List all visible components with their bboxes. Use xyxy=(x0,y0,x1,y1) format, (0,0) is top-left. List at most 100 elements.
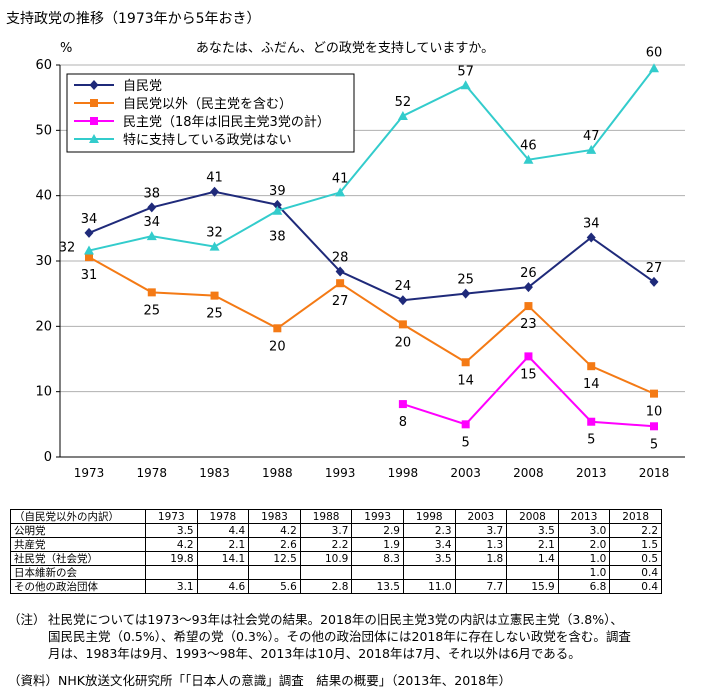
diamond-marker xyxy=(586,232,596,243)
table-cell xyxy=(248,565,301,580)
line-chart: 0 10 20 30 40 50 60 1973 1978 1983 1988 1993 1998 200… xyxy=(35,41,685,480)
table-cell: 2.1 xyxy=(506,537,559,552)
legend-box xyxy=(66,73,355,153)
table-cell: 0.4 xyxy=(609,579,662,594)
table-header-label: （自民党以外の内訳） xyxy=(10,509,146,524)
table-cell: 14.1 xyxy=(196,551,250,566)
square-marker xyxy=(650,422,658,431)
triangle-marker xyxy=(397,110,408,120)
data-label: 31 xyxy=(81,268,98,283)
x-tick-label: 2013 xyxy=(576,466,607,480)
triangle-marker xyxy=(460,80,471,90)
square-marker xyxy=(587,362,596,371)
table-cell: 4.2 xyxy=(145,537,198,552)
table-cell: 1.0 xyxy=(557,551,611,566)
table-cell: 6.8 xyxy=(557,579,611,594)
chart-subtitle: あなたは、ふだん、どの政党を支持していますか。 xyxy=(196,41,494,56)
note-tag: （注） xyxy=(8,612,46,627)
y-tick-label: 40 xyxy=(35,189,52,204)
table-cell: 3.5 xyxy=(506,523,559,538)
data-label: 20 xyxy=(395,335,412,350)
data-label: 34 xyxy=(583,216,600,231)
table-header-year: 1973 xyxy=(145,509,198,524)
data-label: 10 xyxy=(646,405,663,420)
table-cell: 7.7 xyxy=(454,579,508,594)
x-tick-label: 1978 xyxy=(137,466,168,480)
table-cell: 1.0 xyxy=(557,565,611,580)
data-labels: 34 38 41 39 28 24 25 26 34 27 31 25 25 20 27 20 14 23 14 10… xyxy=(59,45,663,452)
square-marker xyxy=(210,291,219,300)
square-marker xyxy=(90,99,98,107)
diamond-marker xyxy=(147,202,157,213)
x-tick-label: 2018 xyxy=(639,466,670,480)
data-label: 60 xyxy=(646,45,663,60)
series-line xyxy=(88,67,655,252)
data-label: 34 xyxy=(144,215,161,230)
table-cell: 12.5 xyxy=(248,551,301,566)
table-cell: 19.8 xyxy=(145,551,198,566)
table-cell: 4.2 xyxy=(248,523,301,538)
table-cell: 4.4 xyxy=(196,523,250,538)
breakdown-table: （自民党以外の内訳） 1973 1978 1983 1988 1993 1998 2003 20… xyxy=(10,509,662,594)
table-cell: 8.3 xyxy=(351,551,404,566)
table-cell: 10.9 xyxy=(299,551,353,566)
table-cell: 3.5 xyxy=(145,523,198,538)
table-cell: 3.7 xyxy=(299,523,353,538)
table-cell: 3.0 xyxy=(557,523,611,538)
diamond-marker xyxy=(335,266,345,277)
party-name: 日本維新の会 xyxy=(10,565,146,580)
legend-entry: 特に支持している政党はない xyxy=(123,133,292,148)
x-tick-label: 2003 xyxy=(450,466,481,480)
data-label: 5 xyxy=(462,435,470,450)
table-cell: 13.5 xyxy=(351,579,404,594)
data-label: 25 xyxy=(457,273,474,288)
table-cell: 3.1 xyxy=(145,579,198,594)
triangle-marker xyxy=(335,187,346,197)
square-marker xyxy=(336,279,345,288)
table-row: 社民党（社会党） 19.8 14.1 12.5 10.9 8.3 3.5 1.8 1.4 1.0 0… xyxy=(10,551,662,566)
note-line: 社民党については1973～93年は社会党の結果。2018年の旧民主党3党の内訳は… xyxy=(48,612,623,627)
table-cell: 1.4 xyxy=(506,551,559,566)
table-cell xyxy=(402,565,456,580)
table-cell xyxy=(351,565,404,580)
data-label: 27 xyxy=(332,294,349,309)
page-title: 支持政党の推移（1973年から5年おき） xyxy=(6,11,261,27)
triangle-marker xyxy=(146,231,157,241)
table-header-year: 1993 xyxy=(351,509,404,524)
party-name: 公明党 xyxy=(10,523,146,538)
diamond-marker xyxy=(398,295,408,306)
table-cell xyxy=(145,565,198,580)
table-cell: 2.1 xyxy=(196,537,250,552)
table-row: 共産党 4.2 2.1 2.6 2.2 1.9 3.4 1.3 2.1 2.0 1.5 xyxy=(10,537,662,552)
notes: （注） 社民党については1973～93年は社会党の結果。2018年の旧民主党3党… xyxy=(8,611,708,662)
table-cell: 2.2 xyxy=(609,523,662,538)
table-header-year: 2013 xyxy=(557,509,611,524)
party-name: 社民党（社会党） xyxy=(10,551,146,566)
table-cell: 1.3 xyxy=(454,537,508,552)
x-tick-label: 1993 xyxy=(325,466,356,480)
square-marker xyxy=(461,358,470,367)
data-label: 24 xyxy=(395,279,412,294)
data-label: 8 xyxy=(399,415,407,430)
table-cell: 0.5 xyxy=(609,551,662,566)
table-header-year: 2008 xyxy=(506,509,559,524)
table-cell xyxy=(454,565,508,580)
table-cell: 4.6 xyxy=(196,579,250,594)
data-label: 32 xyxy=(206,226,223,241)
table-row: 日本維新の会 1.0 0.4 xyxy=(10,565,662,580)
y-tick-label: 50 xyxy=(35,123,52,138)
note-line: 月は、1983年は9月、1993～98年、2013年は10月、2018年は7月、… xyxy=(48,646,581,661)
square-marker xyxy=(273,324,282,333)
table-cell: 1.9 xyxy=(351,537,404,552)
diamond-marker xyxy=(84,227,94,238)
data-label: 14 xyxy=(457,373,474,388)
series-lines xyxy=(84,63,659,431)
triangle-marker xyxy=(89,134,99,143)
x-tick-label: 1983 xyxy=(199,466,230,480)
source-note: （資料）NHK放送文化研究所「「日本人の意識」調査 結果の概要」（2013年、2… xyxy=(8,673,512,688)
table-cell: 3.4 xyxy=(402,537,456,552)
data-label: 52 xyxy=(395,95,412,110)
table-cell: 1.8 xyxy=(454,551,508,566)
square-marker xyxy=(461,420,470,429)
table-row: 公明党 3.5 4.4 4.2 3.7 2.9 2.3 3.7 3.5 3.0 2.2 xyxy=(10,523,662,538)
